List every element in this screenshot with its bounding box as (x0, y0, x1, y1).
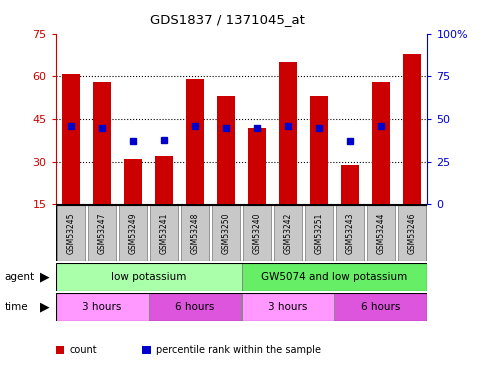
Text: agent: agent (5, 272, 35, 282)
Bar (248, 128, 266, 204)
Bar (336, 205, 364, 261)
Bar (403, 54, 421, 204)
Text: GW5074 and low potassium: GW5074 and low potassium (261, 272, 408, 282)
Bar (372, 82, 390, 204)
Text: count: count (69, 345, 97, 355)
Bar (305, 205, 333, 261)
Text: 3 hours: 3 hours (268, 302, 308, 312)
Bar (186, 79, 204, 204)
Bar (334, 293, 427, 321)
Bar (56, 293, 149, 321)
Bar (150, 205, 178, 261)
Bar (124, 159, 142, 204)
Bar (149, 293, 242, 321)
Text: GSM53243: GSM53243 (345, 212, 355, 254)
Text: 6 hours: 6 hours (361, 302, 401, 312)
Text: GSM53246: GSM53246 (408, 212, 416, 254)
Text: ▶: ▶ (40, 270, 49, 283)
Text: GSM53251: GSM53251 (314, 212, 324, 254)
Bar (93, 82, 112, 204)
Text: GSM53248: GSM53248 (190, 212, 199, 254)
Bar (274, 205, 302, 261)
Text: 3 hours: 3 hours (82, 302, 122, 312)
Bar (57, 205, 85, 261)
Bar (88, 205, 116, 261)
Text: GSM53241: GSM53241 (159, 212, 169, 254)
Bar (243, 205, 271, 261)
Text: GSM53250: GSM53250 (222, 212, 230, 254)
Bar (398, 205, 426, 261)
Bar (155, 156, 173, 204)
Text: GSM53247: GSM53247 (98, 212, 107, 254)
Bar (62, 74, 80, 204)
Text: time: time (5, 302, 28, 312)
Bar (279, 62, 297, 204)
Text: GSM53240: GSM53240 (253, 212, 261, 254)
Bar (242, 262, 427, 291)
Text: GSM53242: GSM53242 (284, 212, 293, 254)
Bar (341, 165, 359, 204)
Text: GSM53244: GSM53244 (376, 212, 385, 254)
Text: low potassium: low potassium (111, 272, 186, 282)
Text: 6 hours: 6 hours (175, 302, 215, 312)
Bar (212, 205, 240, 261)
Bar (310, 96, 328, 204)
Text: GSM53245: GSM53245 (67, 212, 75, 254)
Text: percentile rank within the sample: percentile rank within the sample (156, 345, 321, 355)
Bar (367, 205, 395, 261)
Bar (217, 96, 235, 204)
Bar (119, 205, 147, 261)
Bar (242, 293, 334, 321)
Bar (56, 262, 242, 291)
Text: GDS1837 / 1371045_at: GDS1837 / 1371045_at (150, 13, 304, 26)
Text: ▶: ▶ (40, 301, 49, 314)
Text: GSM53249: GSM53249 (128, 212, 138, 254)
Bar (181, 205, 209, 261)
